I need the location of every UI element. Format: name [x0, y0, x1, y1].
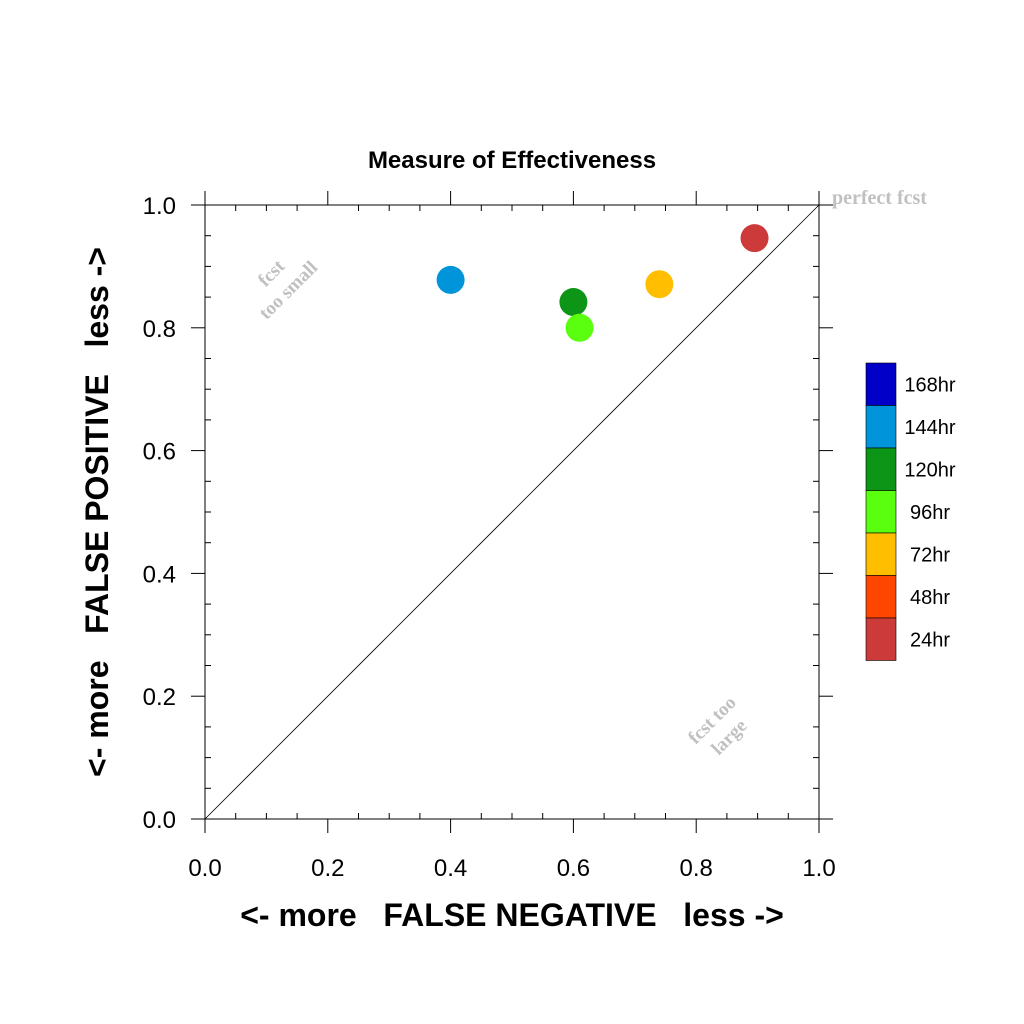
x-tick-label: 0.4 [434, 855, 467, 882]
legend-label-120hr: 120hr [904, 459, 955, 481]
too-small-note: fcst too small [254, 256, 322, 324]
perfect-forecast-note: perfect fcst [832, 187, 927, 209]
legend-swatch-48hr [865, 575, 897, 619]
legend-swatch-72hr [865, 532, 897, 576]
too-large-note: fcst too large [684, 692, 751, 759]
x-tick-label: 0.8 [680, 855, 713, 882]
y-tick-label: 0.4 [143, 561, 176, 588]
data-point-144hr [436, 265, 465, 294]
legend: 168hr 144hr 120hr 96hr 72hr 48hr 24hr [865, 362, 956, 661]
y-tick-label: 0.2 [143, 684, 176, 711]
data-point-72hr [645, 270, 674, 299]
y-tick-label: 0.8 [143, 316, 176, 343]
y-tick-label: 0.0 [143, 807, 176, 834]
y-tick-label: 1.0 [143, 193, 176, 220]
x-tick-label: 0.0 [188, 855, 221, 882]
legend-label-72hr: 72hr [910, 544, 950, 566]
x-tick-label: 0.2 [311, 855, 344, 882]
x-axis-label: <- more FALSE NEGATIVE less -> [240, 897, 784, 933]
data-point-120hr [559, 288, 588, 317]
legend-swatch-144hr [865, 405, 897, 449]
x-tick-label: 1.0 [802, 855, 835, 882]
legend-swatch-120hr [865, 447, 897, 491]
legend-label-144hr: 144hr [904, 417, 955, 439]
y-axis-label: <- more FALSE POSITIVE less -> [79, 247, 115, 777]
legend-label-168hr: 168hr [904, 374, 955, 396]
x-tick-label: 0.6 [557, 855, 590, 882]
x-tick-labels: 0.0 0.2 0.4 0.6 0.8 1.0 [188, 855, 835, 882]
legend-swatch-96hr [865, 490, 897, 534]
chart-title: Measure of Effectiveness [368, 147, 656, 174]
legend-label-96hr: 96hr [910, 502, 950, 524]
reference-diagonal [204, 204, 820, 820]
y-tick-label: 0.6 [143, 439, 176, 466]
legend-swatch-24hr [865, 617, 897, 661]
y-tick-labels: 0.0 0.2 0.4 0.6 0.8 1.0 [143, 193, 176, 834]
legend-label-48hr: 48hr [910, 587, 950, 609]
tick-marks [191, 191, 833, 833]
legend-label-24hr: 24hr [910, 629, 950, 651]
data-point-96hr [565, 313, 594, 342]
legend-swatch-168hr [865, 362, 897, 406]
data-points [436, 224, 769, 342]
data-point-24hr [740, 224, 769, 253]
